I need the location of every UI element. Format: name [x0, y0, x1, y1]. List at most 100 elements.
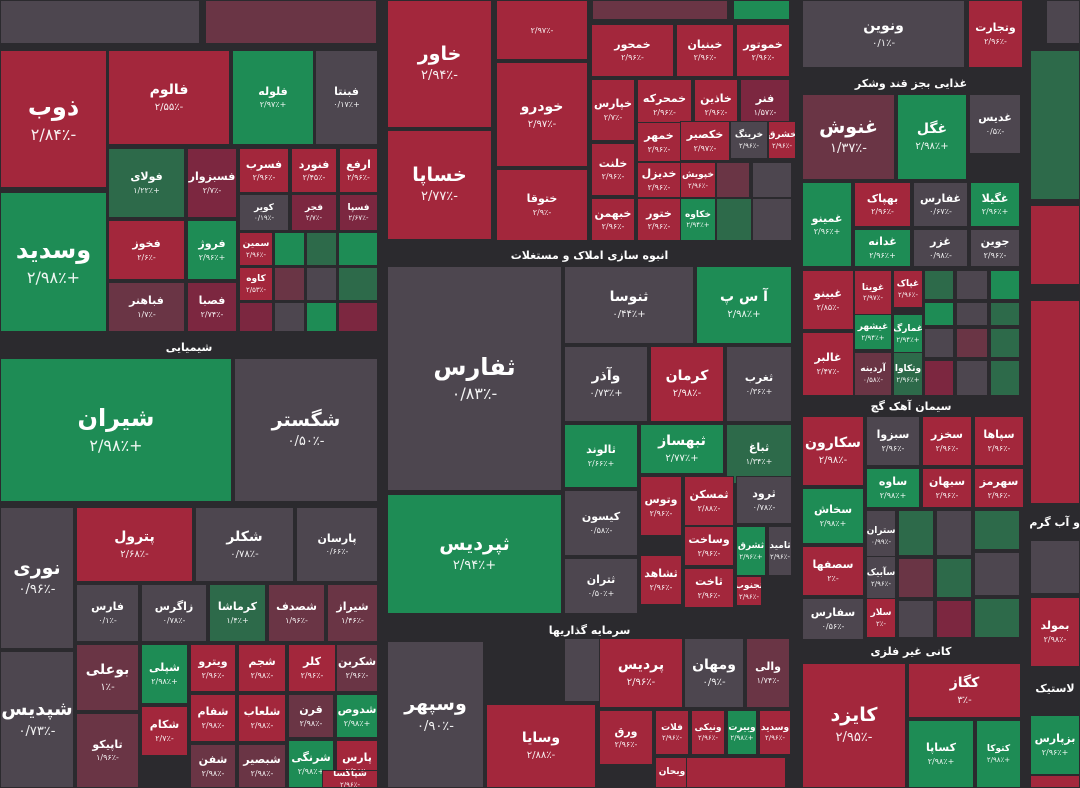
stock-tile[interactable]: غالبر -۲/۴۷٪	[802, 332, 854, 396]
stock-tile[interactable]: ثنوسا +۰/۴۴٪	[564, 266, 694, 344]
stock-tile-mini[interactable]	[338, 302, 378, 332]
stock-tile[interactable]: شپدیس -۰/۷۳٪	[0, 651, 74, 788]
stock-tile[interactable]: سکارون -۲/۹۸٪	[802, 416, 864, 486]
stock-tile[interactable]: آ س پ +۲/۹۸٪	[696, 266, 792, 344]
stock-tile-mini[interactable]	[686, 757, 786, 788]
stock-tile[interactable]: وبیرت +۲/۹۸٪	[727, 710, 757, 755]
stock-tile-mini[interactable]	[716, 162, 750, 198]
stock-tile-mini[interactable]	[338, 267, 378, 301]
stock-tile[interactable]: وبحان	[655, 757, 689, 788]
stock-tile[interactable]: خبنیان -۲/۹۶٪	[676, 24, 734, 77]
stock-tile-mini[interactable]	[898, 510, 934, 556]
stock-tile[interactable]: ساوه +۲/۹۸٪	[866, 468, 920, 508]
stock-tile-mini[interactable]	[274, 267, 305, 301]
stock-tile[interactable]: وسدید +۲/۹۸٪	[0, 192, 107, 332]
stock-tile[interactable]: فلات -۲/۹۶٪	[655, 710, 689, 755]
stock-tile[interactable]: ثجنوب -۲/۹۶٪	[736, 576, 762, 606]
stock-tile[interactable]: وسدید -۲/۹۶٪	[759, 710, 791, 755]
stock-tile[interactable]: کساپا +۲/۹۸٪	[908, 720, 974, 788]
stock-tile[interactable]: فالوم -۲/۵۵٪	[108, 50, 230, 145]
stock-tile[interactable]: فسپا -۲/۶۷٪	[339, 194, 378, 231]
stock-tile-mini[interactable]	[924, 328, 954, 358]
stock-tile[interactable]: شیراز -۱/۴۶٪	[327, 584, 378, 642]
stock-tile[interactable]: خودرو -۲/۹۷٪	[496, 62, 588, 167]
stock-tile-mini[interactable]	[0, 0, 200, 44]
stock-tile-mini[interactable]	[956, 302, 988, 326]
stock-tile-mini[interactable]	[274, 302, 305, 332]
stock-tile[interactable]: ارفع -۲/۹۶٪	[339, 148, 378, 193]
stock-tile[interactable]	[1030, 205, 1080, 285]
stock-tile[interactable]: شبصیر -۲/۹۸٪	[238, 744, 286, 788]
stock-tile[interactable]: تاپیکو -۱/۹۶٪	[76, 713, 139, 788]
stock-tile[interactable]: ثباغ +۱/۳۴٪	[726, 424, 792, 484]
stock-tile[interactable]: ثاخت -۲/۹۶٪	[684, 568, 734, 608]
stock-tile[interactable]: سبزوا -۲/۹۶٪	[866, 416, 920, 466]
stock-tile[interactable]: کویر -۰/۱۹٪	[239, 194, 289, 231]
stock-tile-mini[interactable]	[936, 600, 972, 638]
stock-tile[interactable]: بمولد -۲/۹۸٪	[1030, 597, 1080, 667]
stock-tile[interactable]: سلار -۲٪	[866, 598, 896, 638]
stock-tile[interactable]: خرینگ -۲/۹۶٪	[730, 121, 768, 159]
stock-tile[interactable]: ثامید -۲/۹۶٪	[768, 526, 792, 576]
stock-tile[interactable]: فجر -۲/۷٪	[291, 194, 337, 231]
stock-tile[interactable]: شفام -۲/۹۸٪	[190, 694, 236, 742]
stock-tile[interactable]: فولای +۱/۲۲٪	[108, 148, 185, 218]
stock-tile-mini[interactable]	[752, 198, 792, 241]
stock-tile[interactable]: فباهنر -۱/۷٪	[108, 282, 185, 332]
stock-tile-mini[interactable]	[974, 552, 1020, 596]
stock-tile[interactable]: شکربن -۲/۹۶٪	[336, 644, 378, 692]
stock-tile[interactable]: شیران +۲/۹۸٪	[0, 358, 232, 502]
stock-tile[interactable]: سآبیک -۲/۹۶٪	[866, 556, 896, 600]
stock-tile[interactable]: سمین -۲/۹۶٪	[239, 232, 273, 266]
stock-tile-mini[interactable]	[974, 510, 1020, 550]
stock-tile[interactable]: خبهمن -۲/۹۶٪	[591, 198, 635, 241]
stock-tile-mini[interactable]	[924, 360, 954, 396]
stock-tile[interactable]: ورق -۲/۹۶٪	[599, 710, 653, 765]
stock-tile-mini[interactable]	[990, 270, 1020, 300]
stock-tile[interactable]: آردینه -۰/۵۸٪	[854, 352, 892, 396]
stock-tile-mini[interactable]	[956, 360, 988, 396]
stock-tile[interactable]: شکام -۲/۷٪	[141, 706, 188, 756]
stock-tile[interactable]: ستران -۰/۹۹٪	[866, 510, 896, 562]
stock-tile[interactable]: غدیس -۰/۵٪	[969, 94, 1021, 154]
stock-tile[interactable]: خاور -۲/۹۴٪	[387, 0, 492, 128]
stock-tile-mini[interactable]	[936, 510, 972, 556]
stock-tile[interactable]: ثمسکن -۲/۸۸٪	[684, 476, 734, 526]
stock-tile[interactable]	[1030, 50, 1080, 200]
stock-tile[interactable]: کلر -۲/۹۶٪	[288, 644, 336, 692]
stock-tile[interactable]: والی -۱/۷۴٪	[746, 638, 790, 708]
stock-tile[interactable]: کتوکا +۲/۹۸٪	[976, 720, 1021, 788]
stock-tile[interactable]: پارسان -۰/۶۶٪	[296, 507, 378, 582]
stock-tile[interactable]: شپلی +۲/۹۸٪	[141, 644, 188, 704]
stock-tile[interactable]: شلعاب -۲/۹۸٪	[238, 694, 286, 742]
stock-tile-mini[interactable]	[924, 270, 954, 300]
stock-tile[interactable]: ویترو -۲/۹۶٪	[190, 644, 236, 692]
stock-tile[interactable]: خدیزل -۲/۹۶٪	[637, 162, 681, 198]
stock-tile[interactable]: وسپهر -۰/۹۰٪	[387, 641, 484, 788]
stock-tile[interactable]: سپاها -۲/۹۶٪	[974, 416, 1024, 466]
stock-tile[interactable]: ثپردیس +۲/۹۴٪	[387, 494, 562, 614]
stock-tile[interactable]: خشرق -۲/۹۶٪	[768, 121, 796, 159]
stock-tile-mini[interactable]	[752, 162, 792, 198]
stock-tile[interactable]: ختوقا -۲/۹٪	[496, 169, 588, 241]
stock-tile[interactable]: فارس -۰/۱٪	[76, 584, 139, 642]
stock-tile[interactable]: فبنتا +۰/۱۷٪	[315, 50, 378, 145]
stock-tile[interactable]: غویتا -۲/۹۷٪	[854, 270, 892, 315]
stock-tile[interactable]: غدانه +۲/۹۶٪	[854, 229, 911, 267]
stock-tile[interactable]: شجم -۲/۹۸٪	[238, 644, 286, 692]
stock-tile[interactable]: کرمان -۲/۹۸٪	[650, 346, 724, 422]
stock-tile[interactable]: غمینو +۲/۹۶٪	[802, 182, 852, 267]
stock-tile[interactable]: زاگرس -۰/۷۸٪	[141, 584, 207, 642]
stock-tile[interactable]: فلوله +۲/۹۷٪	[232, 50, 314, 145]
stock-tile-mini[interactable]	[205, 0, 377, 44]
stock-tile[interactable]	[1030, 300, 1080, 504]
stock-tile-mini[interactable]	[306, 232, 337, 266]
stock-tile[interactable]: ونیکی -۲/۹۶٪	[691, 710, 725, 755]
stock-tile[interactable]: فخوز -۲/۶٪	[108, 220, 185, 280]
stock-tile[interactable]: غبینو -۲/۸۵٪	[802, 270, 854, 330]
stock-tile-mini[interactable]	[592, 0, 728, 20]
stock-tile[interactable]: پترول -۲/۶۸٪	[76, 507, 193, 582]
stock-tile[interactable]: شصدف -۱/۹۶٪	[268, 584, 325, 642]
stock-tile[interactable]: وتوس -۲/۹۶٪	[640, 476, 682, 536]
stock-tile[interactable]: ثفارس -۰/۸۳٪	[387, 266, 562, 491]
